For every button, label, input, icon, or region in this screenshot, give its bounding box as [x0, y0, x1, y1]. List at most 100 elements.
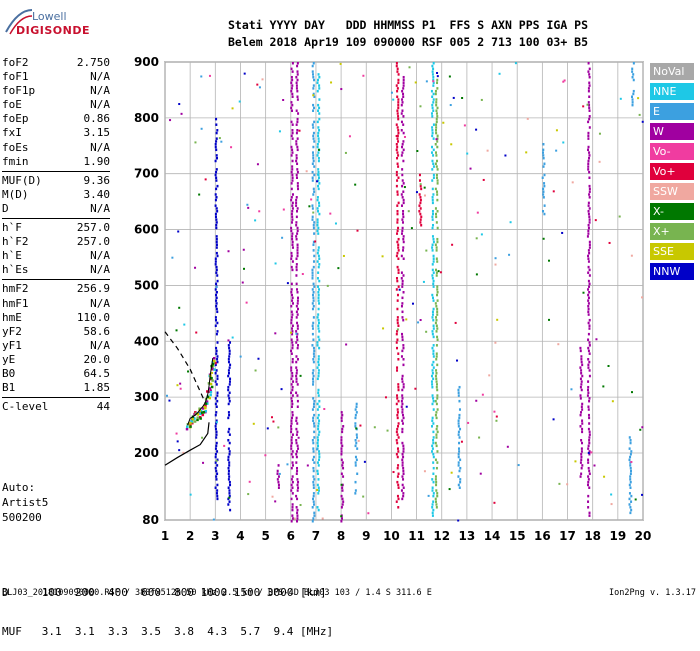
echo-point	[436, 210, 439, 213]
echo-point	[290, 182, 293, 185]
echo-point	[431, 246, 434, 249]
echo-point	[295, 237, 298, 241]
echo-point	[316, 196, 319, 199]
echo-point	[457, 394, 460, 397]
echo-point	[396, 307, 399, 311]
echo-point	[215, 240, 218, 244]
echo-point	[434, 321, 437, 325]
echo-point	[228, 475, 231, 478]
echo-point	[291, 193, 294, 196]
echo-point	[340, 447, 343, 450]
echo-point	[317, 324, 320, 328]
echo-point	[401, 419, 404, 422]
echo-point	[228, 346, 231, 350]
echo-point	[312, 62, 315, 65]
noise-point	[215, 421, 218, 424]
echo-point	[317, 360, 320, 364]
echo-point	[400, 112, 403, 115]
echo-point	[295, 156, 298, 160]
echo-point	[431, 419, 434, 422]
trace-point	[193, 413, 196, 416]
echo-point	[397, 140, 400, 143]
echo-point	[588, 218, 591, 221]
echo-point	[215, 131, 218, 135]
echo-point	[402, 210, 405, 213]
echo-point	[402, 383, 405, 386]
echo-point	[313, 221, 316, 224]
noise-point	[200, 127, 203, 130]
echo-point	[402, 123, 405, 126]
echo-point	[432, 92, 435, 96]
echo-point	[436, 240, 439, 244]
x-tick-label: 4	[236, 529, 244, 543]
echo-point	[340, 436, 343, 439]
echo-point	[290, 383, 293, 386]
noise-point	[460, 440, 463, 443]
echo-point	[291, 480, 294, 484]
echo-point	[543, 162, 546, 166]
y-tick-label: 600	[134, 223, 159, 237]
echo-point	[311, 268, 314, 272]
echo-point	[317, 433, 320, 436]
echo-point	[396, 397, 399, 400]
echo-point	[317, 210, 320, 213]
x-tick-label: 8	[337, 529, 345, 543]
x-tick-label: 16	[534, 529, 551, 543]
echo-point	[401, 279, 404, 283]
echo-point	[312, 296, 315, 300]
echo-point	[395, 402, 398, 406]
echo-point	[580, 472, 583, 476]
echo-point	[312, 154, 315, 157]
echo-point	[587, 447, 590, 450]
echo-point	[542, 190, 545, 193]
echo-point	[579, 377, 582, 381]
echo-point	[290, 304, 293, 308]
echo-point	[397, 129, 400, 132]
noise-point	[442, 121, 445, 124]
echo-point	[435, 316, 438, 319]
echo-point	[432, 240, 435, 244]
echo-point	[214, 257, 217, 260]
echo-point	[587, 201, 590, 205]
param-value: 3.15	[83, 126, 111, 140]
param-row: MUF(D) 9.36	[2, 174, 110, 188]
noise-point	[542, 237, 545, 240]
echo-point	[311, 371, 314, 375]
echo-point	[581, 419, 584, 422]
echo-point	[457, 430, 460, 434]
echo-point	[401, 229, 404, 233]
legend-item: NNW	[650, 263, 694, 280]
y-tick-label: 500	[134, 278, 159, 292]
echo-point	[227, 486, 230, 489]
echo-point	[435, 131, 438, 135]
echo-point	[458, 385, 461, 389]
echo-point	[317, 394, 320, 397]
echo-point	[397, 506, 400, 509]
echo-point	[431, 198, 434, 202]
echo-point	[296, 302, 299, 305]
echo-point	[318, 257, 321, 260]
noise-point	[299, 374, 302, 377]
echo-point	[317, 358, 320, 361]
echo-point	[291, 358, 294, 361]
echo-point	[436, 115, 439, 118]
echo-point	[457, 483, 460, 487]
echo-point	[295, 439, 298, 442]
echo-point	[396, 441, 399, 445]
echo-point	[290, 251, 293, 255]
echo-point	[296, 520, 299, 523]
echo-point	[312, 131, 315, 135]
noise-point	[274, 500, 277, 503]
echo-point	[402, 450, 405, 453]
echo-point	[317, 508, 320, 512]
noise-point	[425, 249, 428, 252]
echo-point	[431, 64, 434, 68]
echo-point	[588, 452, 591, 456]
echo-point	[587, 137, 590, 140]
echo-point	[397, 243, 400, 247]
echo-point	[402, 237, 405, 241]
echo-point	[400, 254, 403, 258]
echo-point	[216, 394, 219, 397]
echo-point	[354, 439, 357, 442]
echo-point	[396, 279, 399, 283]
